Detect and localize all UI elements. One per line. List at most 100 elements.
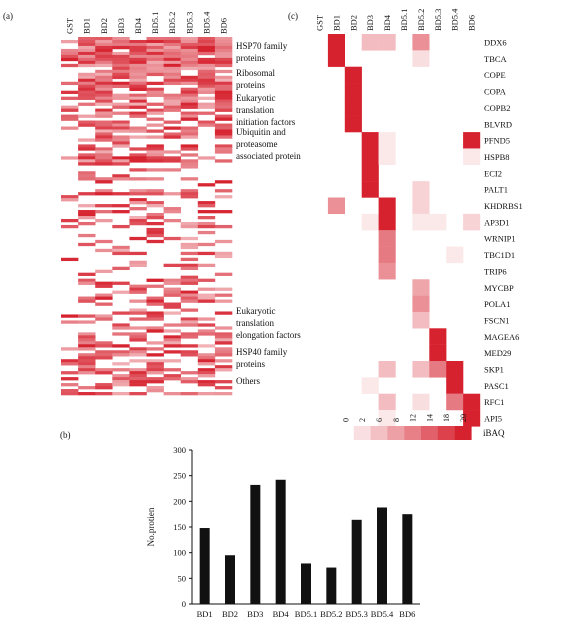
heatmap-a-cell <box>129 42 147 47</box>
legend-swatch <box>437 426 455 440</box>
heatmap-a-group-label: proteins <box>236 53 265 63</box>
heatmap-c-row-label: HSPB8 <box>484 152 510 162</box>
heatmap-a-cell <box>78 347 96 351</box>
legend-tick-label: 2 <box>358 418 367 422</box>
heatmap-a-cell <box>214 210 233 214</box>
heatmap-a-cell <box>180 51 199 56</box>
heatmap-a-cell <box>146 60 164 65</box>
heatmap-a-cell <box>197 299 216 303</box>
heatmap-a-cell <box>163 57 181 62</box>
heatmap-a-cell <box>180 308 199 312</box>
heatmap-a-cell <box>163 263 181 268</box>
heatmap-c-row-label: PASC1 <box>484 381 509 391</box>
heatmap-a-cell <box>180 90 199 94</box>
heatmap-a-cell <box>129 383 147 387</box>
heatmap-a-cell <box>112 84 130 89</box>
heatmap-a-cell <box>78 278 96 282</box>
heatmap-c-row-label: MYCBP <box>484 283 514 293</box>
heatmap-a-cell <box>197 78 216 83</box>
heatmap-a-group-label: translation <box>236 105 274 115</box>
heatmap-c-cell <box>344 83 362 100</box>
heatmap-a-cell <box>95 284 113 288</box>
heatmap-a-cell <box>180 87 199 91</box>
heatmap-a-cell <box>129 135 147 139</box>
heatmap-c-cell <box>446 393 464 411</box>
heatmap-a-cell <box>78 362 96 366</box>
heatmap-c-cell <box>361 181 379 198</box>
heatmap-a-cell <box>197 75 216 80</box>
heatmap-a-cell <box>197 263 216 268</box>
heatmap-a-cell <box>146 144 164 148</box>
heatmap-a-cell <box>180 344 199 348</box>
heatmap-a-cell <box>146 299 164 303</box>
legend-tick-label: 0 <box>341 418 350 422</box>
heatmap-a-cell <box>129 260 147 265</box>
heatmap-a-cell <box>163 105 181 109</box>
heatmap-c-row-label: WRNIP1 <box>484 234 516 244</box>
legend-title: iBAQ <box>483 428 505 438</box>
heatmap-a-cell <box>129 45 147 50</box>
heatmap-c-row-label: AP3D1 <box>484 217 510 227</box>
heatmap-a-cell <box>129 69 147 74</box>
heatmap-a-cell <box>180 57 199 62</box>
heatmap-a-cell <box>146 371 164 375</box>
heatmap-a-cell <box>214 159 233 163</box>
heatmap-c-cell <box>361 148 379 165</box>
heatmap-a-cell <box>214 368 233 372</box>
heatmap-a-cell <box>129 159 147 163</box>
heatmap-a-group-label: HSP70 family <box>236 41 288 51</box>
heatmap-a-cell <box>197 204 216 208</box>
heatmap-a-group-label: Ubiquitin and <box>236 127 286 137</box>
heatmap-a-cell <box>129 57 147 62</box>
heatmap-a-cell <box>112 63 130 68</box>
heatmap-c-cell <box>327 197 345 215</box>
heatmap-a-cell <box>129 374 147 378</box>
heatmap-a-cell <box>78 78 96 83</box>
heatmap-c-column-labels: GST BD1 BD2 BD3 BD4 BD5.1 BD5.2 BD5.3 BD5.4 BD6 <box>314 8 476 31</box>
heatmap-a-cell <box>61 362 79 366</box>
heatmap-a-cell <box>112 245 130 250</box>
heatmap-a-cell <box>214 123 233 127</box>
heatmap-a-cell <box>163 207 181 211</box>
heatmap-a-cell <box>78 299 96 303</box>
heatmap-a-cell <box>214 380 233 384</box>
heatmap-a-cell <box>129 51 147 56</box>
heatmap-a-cell <box>129 78 147 83</box>
y-tick-label: 200 <box>173 496 186 506</box>
heatmap-a-cell <box>214 195 233 199</box>
legend-tick-label: 12 <box>409 414 418 422</box>
heatmap-a-cell <box>61 57 79 62</box>
heatmap-a-cell <box>180 126 199 130</box>
heatmap-a-cell <box>180 266 199 270</box>
heatmap-a-cell <box>78 147 96 151</box>
heatmap-a-group-label: elongation factors <box>236 330 301 340</box>
heatmap-a-cell <box>78 162 96 166</box>
heatmap-a-cell <box>214 147 233 151</box>
heatmap-c-cell <box>412 393 430 411</box>
heatmap-a-cell <box>95 63 113 68</box>
heatmap-a-cell <box>95 108 113 112</box>
heatmap-a-column-labels: GST BD1 BD2 BD3 BD4 BD5.1 BD5.2 BD5.3 BD5.4 BD6 <box>65 11 229 34</box>
heatmap-a-cell <box>146 66 164 71</box>
heatmap-c-row-label: COPA <box>484 87 507 97</box>
heatmap-a-cell <box>95 177 113 181</box>
heatmap-c-row-label: PALT1 <box>484 185 508 195</box>
heatmap-a-cell <box>95 37 113 41</box>
heatmap-a-cell <box>61 314 79 318</box>
bar <box>326 567 337 604</box>
heatmap-a-cell <box>163 48 181 53</box>
heatmap-a-cell <box>214 51 233 56</box>
heatmap-a-cell <box>61 347 79 351</box>
heatmap-a-cell <box>95 239 113 244</box>
heatmap-a-cell <box>95 129 113 133</box>
heatmap-a-cell <box>78 242 96 247</box>
heatmap-a-cell <box>146 69 164 74</box>
heatmap-a-group-label: Eukaryotic <box>236 306 276 316</box>
bar <box>377 507 387 604</box>
heatmap-a-cell <box>61 320 79 324</box>
heatmap-c-cell <box>429 213 447 231</box>
heatmap-a-cell <box>197 317 216 321</box>
heatmap-a-cell <box>163 218 181 223</box>
heatmap-a-cell <box>146 117 164 121</box>
bar <box>402 514 413 604</box>
